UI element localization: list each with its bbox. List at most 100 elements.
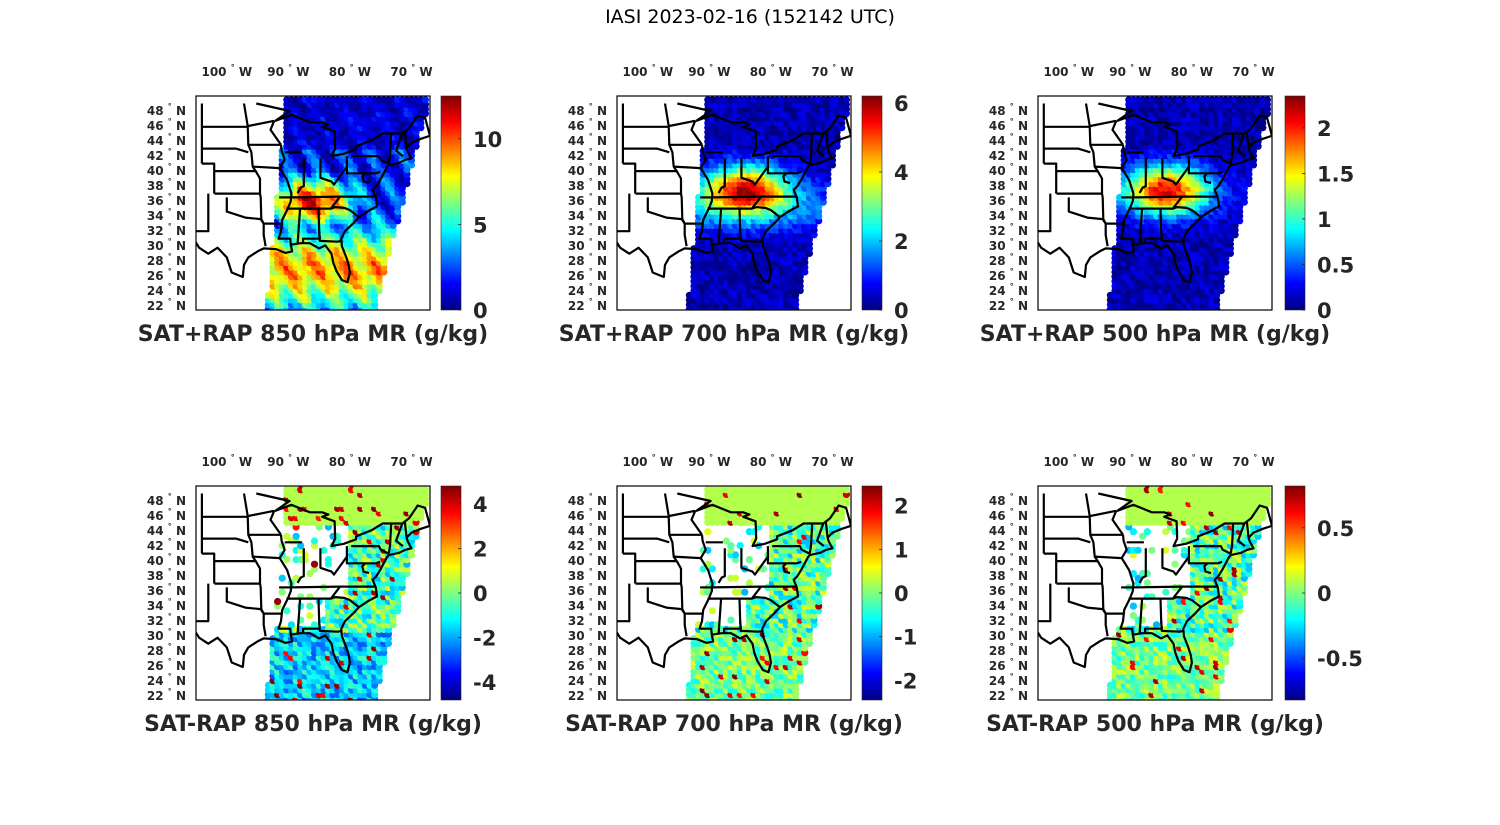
colorbar [440,95,462,311]
data-point [306,570,314,578]
data-point [306,602,314,610]
y-tick-label: 30 ° N [989,237,1028,253]
y-tick-label: 48 ° N [147,492,186,508]
y-tick-label: 30 ° N [147,237,186,253]
state-borders [196,102,430,284]
state-border-line [296,158,305,194]
state-border-line [717,208,723,244]
subplot-title: SAT-RAP 850 hPa MR (g/kg) [144,712,482,737]
y-tick-label: 32 ° N [989,222,1028,238]
x-tick-label: 100 ° W [201,453,252,469]
state-borders [617,102,851,284]
state-border-line [291,195,340,199]
state-border-line [1094,165,1122,170]
state-border-line [617,102,851,284]
state-border-line [330,595,360,608]
y-tick-label: 38 ° N [568,177,607,193]
y-tick-label: 38 ° N [147,567,186,583]
state-border-line [387,523,393,554]
data-point [421,96,429,104]
state-border-line [690,120,703,146]
subplot-title: SAT+RAP 850 hPa MR (g/kg) [138,322,488,347]
data-point [278,574,286,582]
y-tick-label: 36 ° N [568,192,607,208]
state-border-line [1161,158,1190,186]
y-tick-label: 28 ° N [568,252,607,268]
subplot-2: 100 ° W 90 ° W 80 ° W 70 ° W48 ° N46 ° N44 … [559,63,909,347]
x-tick-label: 90 ° W [267,453,309,469]
state-border-line [196,193,210,233]
data-point [320,546,328,554]
colorbar-tick-label: 0 [894,299,909,323]
data-point [283,556,291,564]
y-tick-label: 26 ° N [147,657,186,673]
state-border-line [196,102,430,284]
y-tick-label: 34 ° N [147,207,186,223]
colorbar-tick-label: 2 [473,537,488,561]
state-border-line [252,165,280,170]
y-tick-label: 30 ° N [147,627,186,643]
state-border-line [345,546,381,565]
state-border-line [318,621,342,633]
state-border-line [1187,156,1223,175]
x-tick-label: 90 ° W [688,63,730,79]
x-tick-label: 70 ° W [390,63,432,79]
state-border-line [201,147,249,154]
colorbar-tick-label: -4 [473,671,496,695]
data-point [297,542,305,550]
x-tick-label: 90 ° W [1109,63,1151,79]
state-border-line [201,162,216,194]
state-border-line [766,156,802,175]
y-tick-label: 46 ° N [568,117,607,133]
y-tick-label: 22 ° N [989,297,1028,313]
state-border-line [269,510,282,536]
state-border-line [361,172,370,185]
state-border-line [248,509,275,518]
y-tick-label: 48 ° N [989,102,1028,118]
state-border-line [351,544,390,555]
y-tick-label: 48 ° N [568,102,607,118]
y-tick-label: 44 ° N [568,132,607,148]
state-border-line [712,195,761,199]
y-tick-label: 42 ° N [147,147,186,163]
state-border-line [345,156,381,175]
y-tick-label: 40 ° N [989,162,1028,178]
state-border-line [277,144,293,245]
state-border-line [815,133,825,157]
y-tick-label: 46 ° N [147,507,186,523]
y-tick-label: 42 ° N [568,147,607,163]
data-point [283,607,291,615]
colorbar-tick-label: 0 [473,582,488,606]
state-borders [196,492,430,674]
state-border-line [318,231,342,243]
y-tick-label: 26 ° N [989,267,1028,283]
y-tick-label: 26 ° N [147,267,186,283]
subplot-4: 100 ° W 90 ° W 80 ° W 70 ° W48 ° N46 ° N44 … [144,453,496,737]
y-tick-label: 46 ° N [989,117,1028,133]
subplot-title: SAT+RAP 700 hPa MR (g/kg) [559,322,909,347]
state-border-line [1193,155,1232,165]
data-point [421,486,429,494]
y-tick-label: 36 ° N [989,192,1028,208]
x-tick-label: 70 ° W [1232,63,1274,79]
y-tick-label: 36 ° N [147,582,186,598]
colorbar-tick-label: 1.5 [1317,162,1354,186]
x-tick-label: 100 ° W [1043,63,1094,79]
colorbar-tick-label: 6 [894,92,909,116]
state-border-line [1138,208,1144,244]
state-border-line [252,555,280,560]
colorbar [861,95,883,311]
data-point [310,621,319,629]
colorbar-tick-label: 4 [473,493,488,517]
y-tick-label: 28 ° N [147,252,186,268]
state-border-line [1133,195,1182,199]
data-layer [264,486,429,700]
y-tick-label: 24 ° N [568,282,607,298]
state-border-line [403,131,408,148]
state-border-line [673,165,701,170]
y-tick-label: 32 ° N [147,222,186,238]
subplot-1: 100 ° W 90 ° W 80 ° W 70 ° W48 ° N46 ° N44 … [138,63,502,347]
colorbar-tick-label: 10 [473,128,502,152]
state-border-line [808,133,814,164]
